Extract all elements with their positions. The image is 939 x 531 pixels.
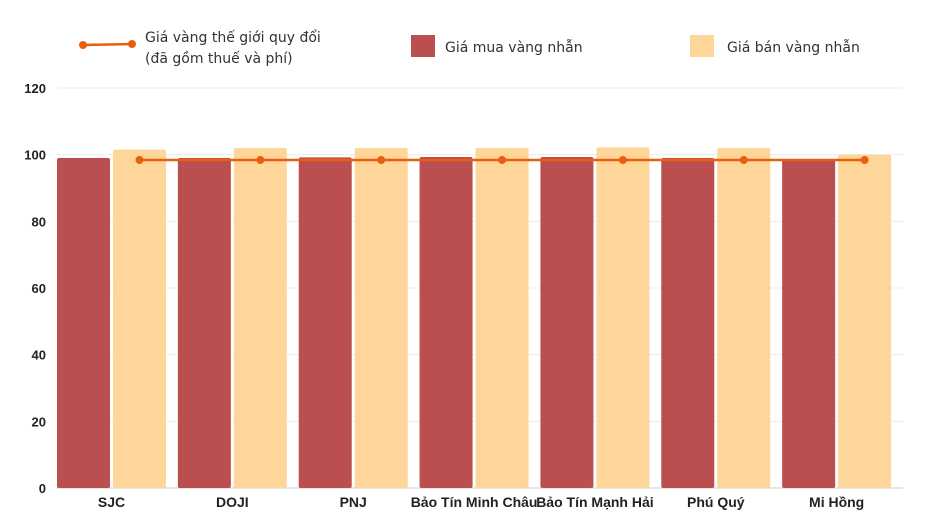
y-axis: 0 20 40 60 80 100 120 bbox=[24, 81, 46, 496]
legend-label-world-price-note: (đã gồm thuế và phí) bbox=[145, 50, 293, 67]
x-tick-label: Mi Hồng bbox=[809, 494, 864, 510]
bar-sell-3 bbox=[475, 148, 529, 488]
y-tick-label: 100 bbox=[24, 148, 46, 163]
legend: Giá vàng thế giới quy đổi (đã gồm thuế v… bbox=[79, 29, 860, 67]
world-price-point-6 bbox=[860, 156, 869, 164]
bar-sell-2 bbox=[354, 148, 408, 488]
bar-buy-2 bbox=[298, 157, 352, 489]
x-tick-label: Bảo Tín Minh Châu bbox=[411, 494, 538, 510]
legend-item-world-price: Giá vàng thế giới quy đổi (đã gồm thuế v… bbox=[79, 29, 321, 67]
y-tick-label: 40 bbox=[32, 348, 46, 363]
bar-buy-0 bbox=[57, 158, 110, 488]
world-price-point-1 bbox=[256, 156, 265, 164]
bar-buy-6 bbox=[782, 159, 836, 488]
legend-line-swatch bbox=[82, 42, 133, 47]
legend-label-world-price: Giá vàng thế giới quy đổi bbox=[145, 29, 321, 46]
legend-label-buy-price: Giá mua vàng nhẫn bbox=[445, 39, 583, 56]
x-tick-label: PNJ bbox=[340, 494, 367, 510]
y-tick-label: 80 bbox=[32, 214, 46, 229]
bar-buy-5 bbox=[661, 158, 715, 488]
legend-line-marker-end bbox=[128, 40, 136, 48]
legend-item-buy-price: Giá mua vàng nhẫn bbox=[411, 35, 583, 57]
y-tick-label: 0 bbox=[39, 481, 46, 496]
y-tick-label: 60 bbox=[32, 281, 46, 296]
bar-sell-4 bbox=[596, 147, 650, 489]
x-tick-label: Bảo Tín Mạnh Hải bbox=[536, 494, 653, 510]
bar-sell-5 bbox=[717, 148, 771, 488]
y-tick-label: 120 bbox=[24, 81, 46, 96]
legend-swatch-buy bbox=[411, 35, 435, 57]
legend-swatch-sell bbox=[690, 35, 714, 57]
world-price-point-5 bbox=[739, 156, 748, 164]
legend-item-sell-price: Giá bán vàng nhẫn bbox=[690, 35, 860, 57]
bars bbox=[57, 147, 892, 489]
bar-sell-6 bbox=[838, 154, 892, 488]
world-price-point-3 bbox=[498, 156, 507, 164]
x-tick-label: Phú Quý bbox=[687, 494, 745, 510]
x-tick-label: SJC bbox=[98, 494, 125, 510]
world-price-point-0 bbox=[135, 156, 144, 164]
world-price-point-4 bbox=[618, 156, 627, 164]
legend-line-marker-start bbox=[79, 41, 87, 49]
x-tick-label: DOJI bbox=[216, 494, 249, 510]
world-price-line bbox=[135, 156, 869, 164]
bar-buy-4 bbox=[540, 157, 594, 488]
world-price-point-2 bbox=[377, 156, 386, 164]
bar-sell-1 bbox=[233, 148, 287, 488]
bar-sell-0 bbox=[113, 149, 166, 488]
y-tick-label: 20 bbox=[32, 414, 46, 429]
bar-buy-1 bbox=[177, 158, 231, 488]
bar-buy-3 bbox=[419, 157, 473, 488]
legend-label-sell-price: Giá bán vàng nhẫn bbox=[727, 39, 860, 56]
